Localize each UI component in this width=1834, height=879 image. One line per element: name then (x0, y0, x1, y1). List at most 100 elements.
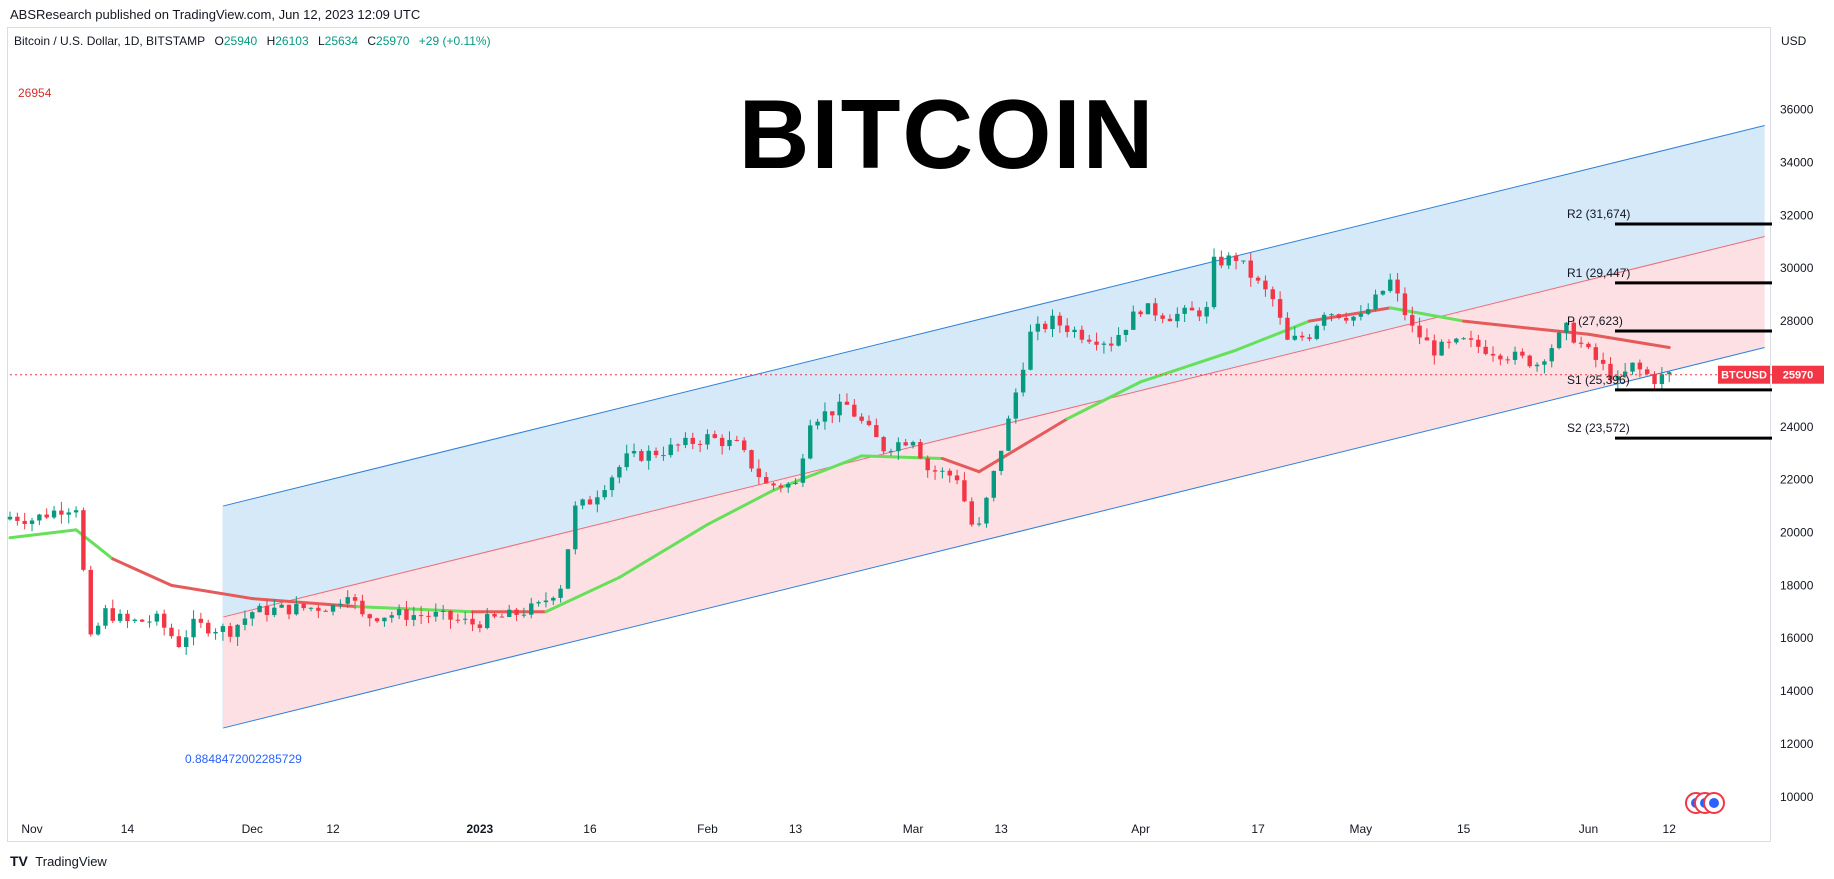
ma-segment (544, 575, 621, 614)
candle-up (220, 626, 226, 632)
candle-up (1534, 364, 1540, 367)
candle-up (646, 450, 651, 461)
candle-down (1343, 317, 1349, 321)
x-tick-label: 12 (1663, 822, 1677, 836)
footer: TV TradingView (10, 853, 107, 869)
y-tick-label: 32000 (1780, 208, 1814, 222)
candle-up (705, 434, 710, 445)
footer-brand[interactable]: TradingView (35, 854, 107, 869)
x-tick-label: Apr (1131, 822, 1150, 836)
candle-down (1578, 342, 1584, 344)
candle-down (852, 404, 857, 417)
candle-up (1241, 260, 1246, 262)
candle-up (1366, 309, 1371, 314)
candle-down (697, 443, 703, 445)
candle-up (998, 450, 1004, 471)
candle-down (1402, 293, 1408, 316)
candle-up (433, 611, 439, 617)
candle-up (1116, 334, 1121, 346)
candle-up (154, 613, 160, 622)
candle-up (330, 604, 336, 612)
candle-down (477, 624, 483, 629)
candle-down (741, 440, 747, 451)
candle-down (301, 604, 306, 609)
fib-level-label: 0.8848472002285729 (185, 752, 302, 766)
candle-down (1270, 289, 1275, 300)
x-tick-label: Nov (21, 822, 42, 836)
x-tick-label: 13 (789, 822, 803, 836)
pivot-label: R2 (31,674) (1567, 207, 1630, 221)
candle-down (1432, 340, 1437, 356)
y-tick-label: 12000 (1780, 737, 1814, 751)
candle-up (808, 425, 813, 459)
candle-up (976, 523, 982, 525)
candle-up (308, 607, 314, 609)
candle-up (250, 612, 255, 619)
candle-up (602, 490, 607, 498)
pivot-levels: R2 (31,674) R1 (29,447) P (27,623) S1 (25,3… (1567, 207, 1772, 440)
flags-badge[interactable] (1685, 792, 1725, 814)
ma-segment (977, 417, 1069, 474)
candle-down (962, 480, 967, 502)
ma-segment (940, 457, 981, 474)
channel-middle-line (222, 236, 1765, 618)
y-tick-label: 22000 (1780, 473, 1814, 487)
tradingview-logo-icon[interactable]: TV (10, 853, 28, 869)
candle-down (1608, 363, 1613, 380)
candle-up (1358, 313, 1364, 317)
price-tag-symbol: BTCUSD (1721, 370, 1767, 382)
channel-lower-line (222, 347, 1765, 729)
candle-up (1035, 323, 1041, 332)
candle-down (1336, 314, 1342, 318)
candle-down (874, 425, 879, 438)
candle-down (59, 510, 64, 515)
candle-down (1087, 339, 1092, 342)
candle-up (617, 467, 622, 478)
candle-up (191, 618, 196, 638)
ma-segment (1462, 319, 1539, 331)
candle-up (1512, 351, 1518, 360)
ma-segment (111, 557, 174, 587)
candle-up (727, 439, 732, 447)
candle-up (294, 604, 299, 615)
candle-up (242, 618, 248, 625)
candle-up (1175, 313, 1180, 322)
candle-up (521, 614, 527, 616)
candle-down (1285, 317, 1290, 340)
candle-up (910, 442, 916, 446)
candle-down (925, 458, 930, 471)
x-tick-label: 16 (583, 822, 597, 836)
candle-up (213, 631, 218, 634)
candle-down (719, 437, 725, 447)
y-tick-label: 18000 (1780, 578, 1814, 592)
candle-up (1028, 331, 1033, 370)
candle-down (418, 615, 424, 617)
candle-down (323, 610, 328, 612)
low-label: L (317, 34, 325, 48)
candle-down (844, 401, 850, 405)
candle-down (587, 499, 593, 505)
y-tick-label: 24000 (1780, 420, 1814, 434)
candle-up (595, 497, 600, 505)
candle-up (1622, 371, 1628, 377)
candle-down (228, 626, 233, 637)
candle-up (1454, 338, 1459, 343)
candle-down (1644, 369, 1650, 374)
candle-up (272, 607, 277, 616)
candle-up (7, 516, 13, 520)
y-tick-label: 28000 (1780, 314, 1814, 328)
candle-up (1314, 325, 1320, 339)
candle-up (132, 619, 138, 621)
candle-down (639, 451, 644, 461)
candle-down (969, 501, 974, 525)
candle-down (1109, 343, 1114, 346)
candle-down (448, 610, 453, 620)
candle-up (609, 477, 615, 491)
y-tick-label: 16000 (1780, 631, 1814, 645)
candle-up (1292, 335, 1297, 340)
candle-up (462, 618, 468, 620)
y-tick-label: 36000 (1780, 103, 1814, 117)
candle-up (793, 482, 798, 485)
candle-down (169, 627, 174, 637)
